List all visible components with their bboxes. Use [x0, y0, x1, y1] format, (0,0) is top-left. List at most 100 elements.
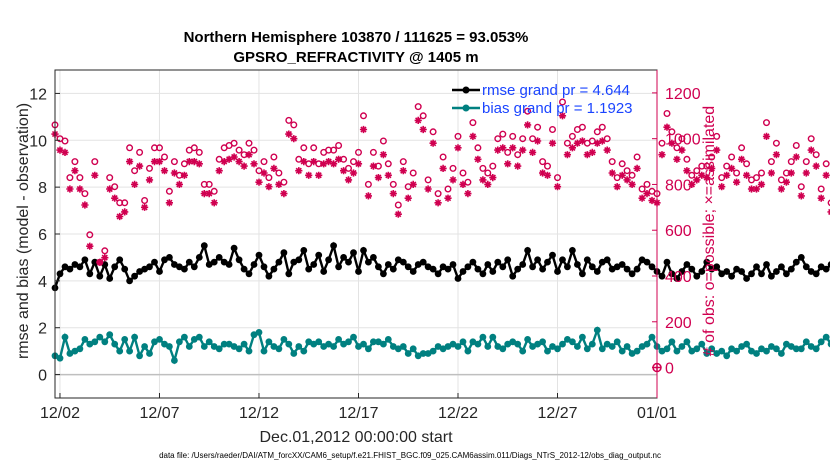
series-rmse-point: [230, 244, 238, 252]
assimilated-point: [474, 155, 482, 163]
assimilated-point: [578, 137, 586, 145]
assimilated-point: [618, 171, 626, 179]
possible-point: [499, 130, 507, 138]
possible-point: [484, 169, 492, 177]
assimilated-point: [320, 160, 328, 168]
series-rmse-point: [131, 272, 139, 280]
assimilated-point: [225, 155, 233, 163]
series-rmse-point: [106, 275, 114, 282]
series-rmse-point: [111, 263, 119, 271]
possible-point: [360, 112, 368, 120]
possible-point: [434, 190, 442, 198]
possible-point: [772, 139, 780, 147]
assimilated-point: [394, 210, 402, 218]
series-rmse-point: [434, 270, 442, 278]
series-bias-point: [345, 338, 352, 346]
assimilated-point: [111, 194, 119, 202]
assimilated-point: [509, 144, 517, 152]
assimilated-point: [354, 160, 363, 168]
series-bias-point: [479, 333, 487, 341]
series-rmse-point: [240, 265, 248, 273]
x-tick-label: 12/12: [239, 405, 279, 422]
series-rmse-point: [325, 256, 332, 264]
series-rmse-point: [698, 268, 706, 275]
series-bias-point: [643, 340, 651, 348]
assimilated-point: [752, 185, 761, 193]
assimilated-point: [165, 199, 173, 207]
assimilated-point: [782, 178, 790, 186]
possible-point: [524, 107, 532, 115]
assimilated-point: [454, 144, 462, 152]
series-rmse-point: [91, 258, 99, 266]
assimilated-point: [757, 180, 766, 188]
series-bias-point: [350, 333, 357, 341]
assimilated-point: [643, 190, 651, 198]
assimilated-point: [464, 190, 472, 198]
series-bias-point: [693, 345, 701, 353]
series-bias-point: [464, 347, 472, 355]
series-bias-point: [360, 340, 367, 348]
series-bias-point: [499, 345, 507, 353]
possible-point: [230, 139, 238, 147]
assimilated-point: [673, 155, 681, 163]
assimilated-point: [96, 258, 104, 266]
possible-point: [792, 141, 800, 149]
series-rmse-point: [151, 258, 158, 266]
y-right-tick-label: 0: [665, 361, 674, 378]
assimilated-point: [698, 171, 706, 179]
possible-point: [429, 128, 437, 136]
possible-point: [683, 155, 691, 163]
assimilated-point: [668, 139, 676, 147]
series-rmse-point: [280, 249, 288, 257]
y-left-tick-label: 12: [29, 86, 47, 103]
assimilated-point: [106, 185, 114, 193]
possible-point: [693, 167, 701, 175]
assimilated-point: [185, 158, 193, 166]
assimilated-point: [812, 162, 820, 170]
y-left-tick-label: 6: [38, 227, 47, 244]
series-bias-point: [111, 340, 119, 348]
series-bias-point: [792, 345, 800, 353]
series-bias-point: [181, 333, 188, 341]
assimilated-point: [558, 112, 567, 120]
possible-point: [155, 144, 163, 152]
series-rmse-point: [66, 265, 74, 273]
series-rmse-point: [181, 265, 188, 273]
series-rmse-point: [429, 265, 437, 273]
series-bias-point: [61, 333, 69, 341]
assimilated-point: [335, 155, 343, 163]
y-left-tick-label: 10: [29, 133, 47, 150]
possible-point: [668, 128, 676, 136]
series-bias-point: [668, 338, 676, 346]
series-rmse-point: [185, 258, 193, 266]
possible-point: [355, 148, 363, 156]
series-rmse-point: [738, 268, 745, 275]
series-rmse-point: [360, 247, 367, 254]
y-left-axis-label: rmse and bias (model - observation): [15, 103, 32, 359]
assimilated-point: [344, 176, 353, 184]
series-bias-point: [812, 345, 820, 353]
data-file-footnote: data file: /Users/raeder/DAI/ATM_forcXX/…: [159, 451, 661, 460]
series-bias-point: [484, 343, 492, 350]
assimilated-point: [419, 125, 427, 134]
series-bias-point: [136, 352, 144, 360]
series-rmse-point: [603, 256, 611, 264]
series-rmse-point: [524, 247, 531, 254]
series-bias-point: [579, 333, 586, 341]
assimilated-point: [723, 171, 731, 179]
series-rmse-point: [583, 256, 591, 264]
series-rmse-point: [146, 263, 153, 271]
assimilated-point: [593, 139, 601, 147]
assimilated-point: [807, 146, 815, 154]
y-grid: [55, 92, 657, 376]
series-rmse-point: [628, 270, 636, 278]
series-rmse-point: [195, 254, 203, 261]
assimilated-point: [648, 196, 656, 205]
series-bias-point: [240, 340, 248, 348]
assimilated-point: [230, 153, 238, 161]
series-bias-point: [370, 338, 377, 346]
possible-point: [285, 116, 293, 124]
series-bias-point: [608, 343, 616, 350]
series-rmse-point: [116, 256, 124, 264]
assimilated-point: [270, 164, 278, 172]
